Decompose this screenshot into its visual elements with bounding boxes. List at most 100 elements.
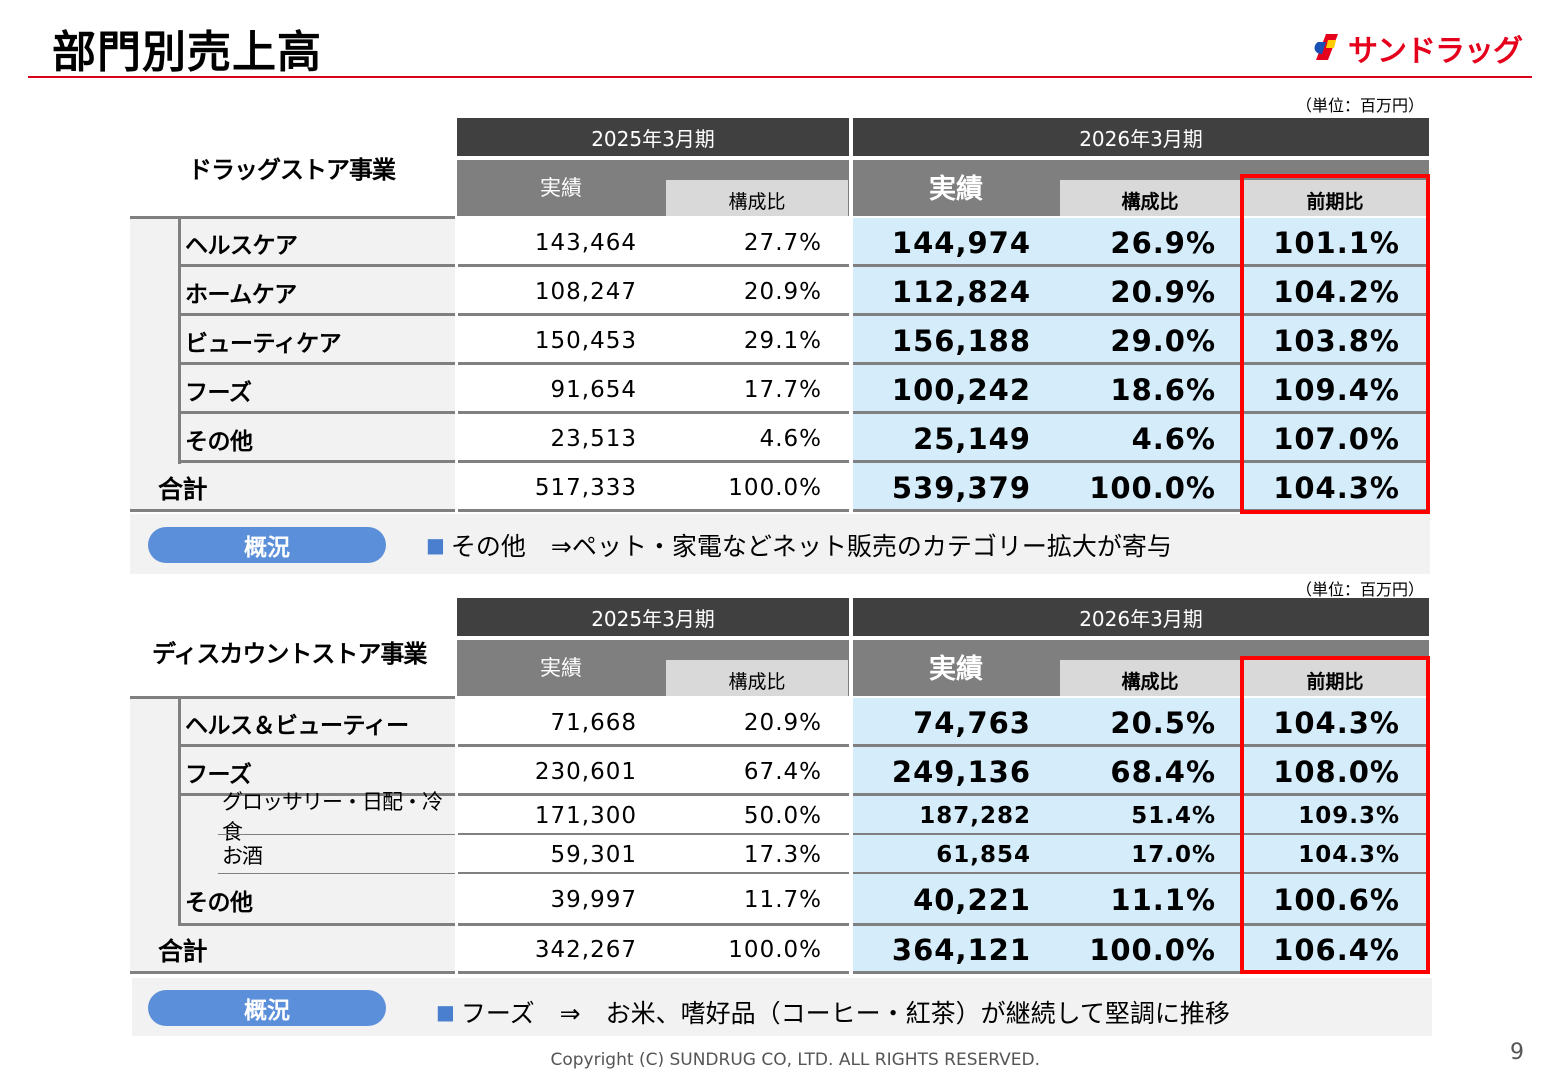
- column-divider: [849, 365, 853, 414]
- prev-comp: 27.7%: [743, 229, 822, 256]
- row-divider: [180, 460, 1430, 463]
- cur-comp: 18.6%: [1110, 372, 1216, 407]
- yoy-value: 101.1%: [1273, 225, 1400, 260]
- title-underline: [28, 76, 1532, 78]
- column-divider: [455, 414, 458, 463]
- prev-comp: 100.0%: [728, 937, 822, 963]
- cur-comp: 100.0%: [1089, 933, 1216, 967]
- col-actual-prev: 実績: [540, 176, 582, 200]
- row-label: その他: [185, 428, 253, 455]
- prev-value: 39,997: [550, 887, 637, 913]
- column-divider: [849, 835, 853, 874]
- column-divider: [455, 267, 458, 316]
- total-row: 合計 517,333 100.0% 539,379 100.0% 104.3%: [130, 463, 1430, 512]
- period-header-cur: 2026年3月期: [853, 598, 1429, 636]
- column-divider: [455, 874, 458, 926]
- cur-value: 539,379: [891, 470, 1031, 505]
- bullet-square-icon: ■: [436, 1000, 455, 1024]
- logo-mark-icon: [1314, 34, 1338, 60]
- prev-value: 171,300: [534, 802, 637, 829]
- total-row: 合計 342,267 100.0% 364,121 100.0% 106.4%: [130, 926, 1430, 974]
- yoy-value: 104.3%: [1273, 470, 1400, 505]
- col-comp-cur: 構成比: [1060, 180, 1240, 216]
- table-row: ヘルスケア 143,464 27.7% 144,974 26.9% 101.1%: [130, 218, 1430, 267]
- discount-table: ディスカウントストア事業 2025年3月期 2026年3月期 実績 構成比 実績…: [130, 598, 1432, 1038]
- section-label: ディスカウントストア事業: [152, 640, 427, 668]
- yoy-value: 109.3%: [1298, 802, 1400, 829]
- summary-pill: 概況: [148, 527, 386, 563]
- row-divider: [130, 509, 1430, 512]
- summary-pill: 概況: [148, 990, 386, 1026]
- row-divider: [853, 833, 1429, 835]
- cur-comp: 20.5%: [1110, 705, 1216, 740]
- yoy-value: 106.4%: [1273, 933, 1400, 967]
- prev-value: 342,267: [534, 937, 637, 963]
- column-divider: [455, 747, 458, 796]
- cur-value: 74,763: [913, 705, 1031, 740]
- prev-comp: 4.6%: [759, 425, 822, 452]
- period-header-prev: 2025年3月期: [457, 118, 849, 156]
- section-label: ドラッグストア事業: [188, 156, 396, 184]
- column-divider: [455, 698, 458, 747]
- row-label: ヘルスケア: [185, 232, 298, 259]
- row-divider: [180, 793, 1430, 796]
- row-divider: [180, 744, 1430, 747]
- row-divider: [218, 834, 455, 835]
- prev-comp: 67.4%: [743, 758, 822, 785]
- company-logo: サンドラッグ: [1308, 26, 1523, 70]
- cur-value: 249,136: [891, 754, 1031, 789]
- row-label: その他: [185, 890, 253, 916]
- col-comp-prev: 構成比: [666, 180, 848, 216]
- prev-value: 517,333: [534, 474, 637, 501]
- column-divider: [455, 796, 458, 835]
- cur-value: 100,242: [891, 372, 1031, 407]
- cur-comp: 29.0%: [1110, 323, 1216, 358]
- page-title: 部門別売上高: [52, 27, 322, 78]
- yoy-value: 109.4%: [1273, 372, 1400, 407]
- cur-comp: 20.9%: [1110, 274, 1216, 309]
- sub-row: お酒 59,301 17.3% 61,854 17.0% 104.3%: [130, 835, 1430, 874]
- row-label: フーズ: [185, 379, 252, 406]
- indent-line: [178, 698, 181, 926]
- column-divider: [849, 698, 853, 747]
- cur-comp: 51.4%: [1131, 802, 1216, 829]
- label-background: [130, 218, 455, 512]
- indent-line: [178, 218, 181, 464]
- prev-value: 108,247: [534, 278, 637, 305]
- sub-row: グロッサリー・日配・冷食 171,300 50.0% 187,282 51.4% 109.…: [130, 790, 1430, 844]
- unit-label: （単位：百万円）: [1295, 96, 1424, 115]
- prev-comp: 50.0%: [743, 802, 822, 829]
- table-row: ビューティケア 150,453 29.1% 156,188 29.0% 103.8%: [130, 316, 1430, 365]
- period-header-cur: 2026年3月期: [853, 118, 1429, 156]
- divider: [130, 696, 455, 699]
- column-divider: [849, 796, 853, 835]
- prev-comp: 17.3%: [743, 841, 822, 868]
- col-yoy-cur: 前期比: [1244, 180, 1426, 216]
- yoy-value: 100.6%: [1273, 883, 1400, 917]
- table-row: ホームケア 108,247 20.9% 112,824 20.9% 104.2%: [130, 267, 1430, 316]
- cur-value: 187,282: [919, 802, 1031, 829]
- row-label: ホームケア: [185, 281, 297, 308]
- row-divider: [180, 313, 1430, 316]
- summary-text: ■ フーズ ⇒ お米、嗜好品（コーヒー・紅茶）が継続して堅調に推移: [436, 994, 1230, 1030]
- summary-text: ■ その他 ⇒ペット・家電などネット販売のカテゴリー拡大が寄与: [426, 527, 1172, 563]
- copyright-footer: Copyright (C) SUNDRUG CO, LTD. ALL RIGHT…: [550, 1050, 1040, 1070]
- col-comp-prev: 構成比: [666, 660, 848, 696]
- prev-value: 230,601: [534, 758, 637, 785]
- column-divider: [455, 835, 458, 874]
- cur-value: 144,974: [891, 225, 1031, 260]
- summary-body: フーズ ⇒ お米、嗜好品（コーヒー・紅茶）が継続して堅調に推移: [460, 999, 1230, 1028]
- column-divider: [455, 316, 458, 365]
- col-yoy-cur: 前期比: [1244, 660, 1426, 696]
- table-row: ヘルス＆ビューティー 71,668 20.9% 74,763 20.5% 104.3%: [130, 698, 1430, 747]
- table-row: フーズ 91,654 17.7% 100,242 18.6% 109.4%: [130, 365, 1430, 414]
- cur-value: 40,221: [913, 883, 1031, 917]
- column-divider: [455, 463, 458, 512]
- row-label: お酒: [222, 843, 263, 868]
- cur-value: 364,121: [891, 933, 1031, 967]
- prev-value: 143,464: [534, 229, 637, 256]
- column-divider: [849, 926, 853, 974]
- yoy-value: 108.0%: [1273, 754, 1400, 789]
- col-comp-cur: 構成比: [1060, 660, 1240, 696]
- col-actual-prev: 実績: [540, 656, 582, 680]
